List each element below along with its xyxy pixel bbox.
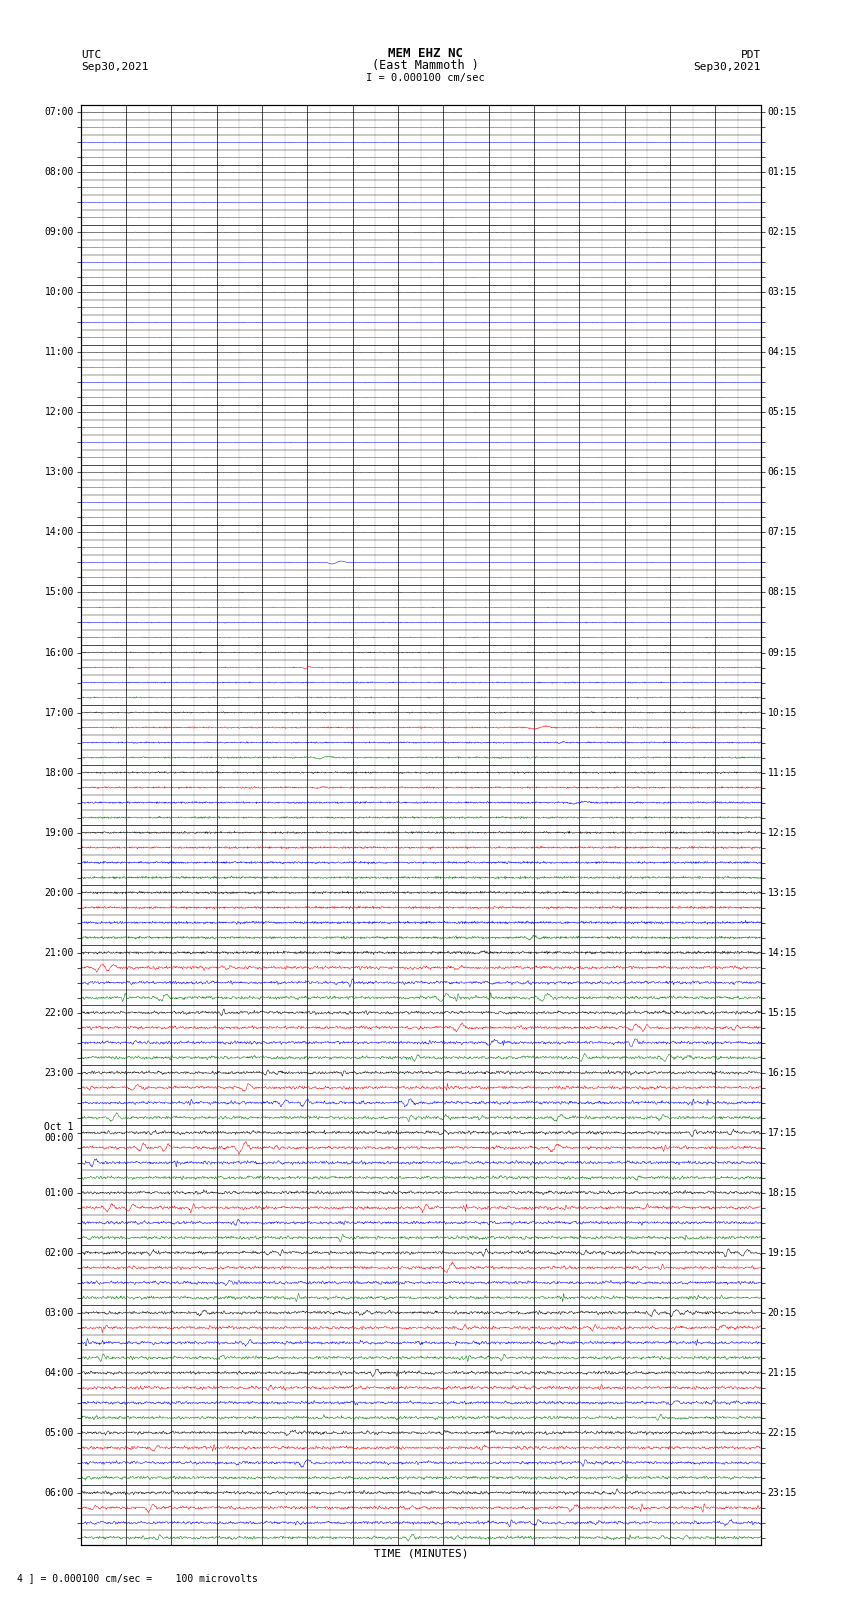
Text: PDT: PDT xyxy=(740,50,761,60)
Text: (East Mammoth ): (East Mammoth ) xyxy=(371,58,479,71)
X-axis label: TIME (MINUTES): TIME (MINUTES) xyxy=(373,1548,468,1558)
Text: MEM EHZ NC: MEM EHZ NC xyxy=(388,47,462,60)
Text: Sep30,2021: Sep30,2021 xyxy=(694,61,761,71)
Text: Sep30,2021: Sep30,2021 xyxy=(81,61,148,71)
Text: 4 ] = 0.000100 cm/sec =    100 microvolts: 4 ] = 0.000100 cm/sec = 100 microvolts xyxy=(17,1573,258,1582)
Text: I = 0.000100 cm/sec: I = 0.000100 cm/sec xyxy=(366,73,484,82)
Text: UTC: UTC xyxy=(81,50,101,60)
